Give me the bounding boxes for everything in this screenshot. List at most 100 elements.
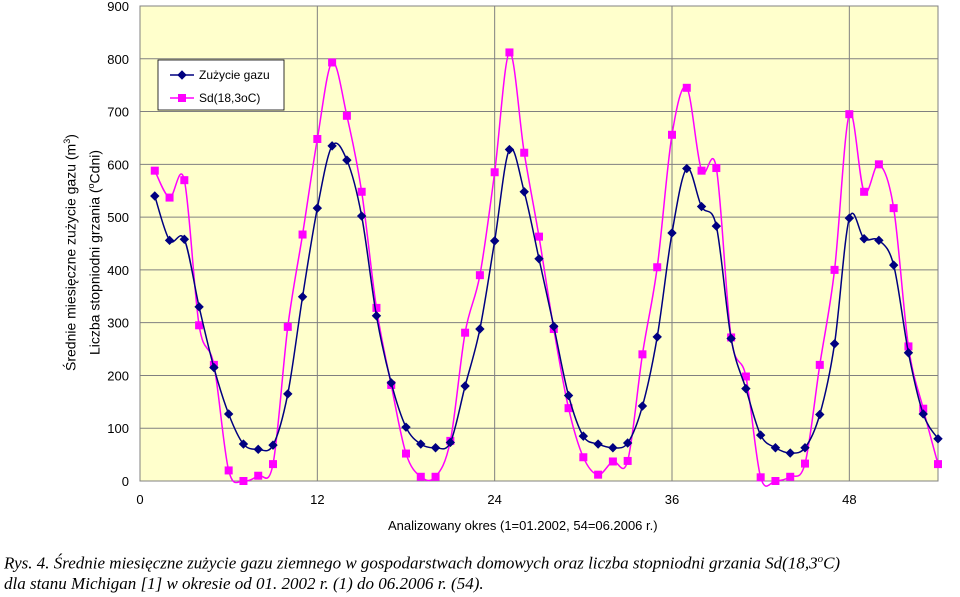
y-tick-label: 300	[107, 316, 129, 331]
data-point	[801, 459, 809, 468]
series-layer	[150, 48, 943, 487]
y-tick-label: 900	[107, 0, 129, 14]
data-point	[860, 187, 869, 196]
data-point	[490, 168, 499, 177]
y-tick-label: 500	[107, 210, 129, 225]
data-point	[623, 456, 632, 465]
data-point	[755, 430, 766, 440]
data-point	[371, 311, 382, 321]
data-point	[652, 332, 662, 342]
data-point	[815, 360, 824, 369]
x-tick-label: 0	[136, 492, 143, 507]
data-point	[682, 163, 692, 174]
x-tick-label: 48	[842, 492, 856, 507]
data-point	[283, 322, 292, 331]
data-point	[653, 263, 662, 272]
data-point	[223, 409, 234, 419]
data-point	[179, 234, 190, 244]
data-point	[150, 191, 160, 201]
data-point	[844, 213, 855, 223]
data-point	[726, 333, 736, 344]
x-tick-label: 36	[665, 492, 679, 507]
data-point	[224, 466, 233, 475]
data-point	[889, 204, 898, 213]
legend: Zużycie gazu Sd(18,3oC)	[157, 59, 285, 111]
x-tick-label: 12	[310, 492, 324, 507]
data-point	[505, 48, 514, 57]
data-point	[298, 230, 307, 239]
data-point	[504, 144, 515, 155]
data-point	[165, 193, 174, 202]
series-line	[154, 51, 939, 487]
data-point	[563, 390, 574, 401]
data-point	[269, 460, 277, 469]
data-point	[520, 148, 529, 157]
data-point	[239, 477, 248, 485]
data-point	[933, 434, 943, 444]
data-point	[637, 401, 648, 411]
data-point	[357, 187, 366, 196]
data-point	[829, 339, 840, 349]
y-tick-label: 800	[107, 52, 129, 67]
data-point	[594, 470, 603, 479]
data-point	[667, 228, 677, 238]
data-point	[164, 235, 175, 246]
data-point	[489, 236, 500, 246]
data-point	[461, 328, 470, 337]
data-point	[622, 438, 633, 448]
data-point	[402, 449, 410, 458]
y-tick-label: 700	[107, 105, 129, 120]
data-point	[549, 321, 559, 332]
data-point	[150, 166, 159, 175]
data-point	[430, 443, 441, 453]
data-point	[593, 439, 603, 449]
data-point	[342, 111, 351, 120]
legend-label: Sd(18,3oC)	[199, 91, 260, 105]
axes: 0 100 200 300 400 500 600 700 800 900 0 12 24 36 48	[107, 0, 939, 507]
legend-marker	[178, 94, 186, 102]
data-point	[195, 321, 204, 330]
data-point	[608, 443, 618, 453]
data-point	[830, 265, 839, 274]
data-point	[888, 260, 899, 270]
data-point	[578, 431, 589, 441]
data-point	[180, 176, 189, 185]
data-point	[741, 372, 750, 381]
data-point	[741, 383, 751, 394]
legend-marker	[177, 70, 187, 80]
data-point	[845, 110, 854, 119]
data-point	[918, 409, 928, 419]
data-point	[668, 130, 676, 139]
y-tick-label: 600	[107, 157, 129, 172]
data-point	[194, 302, 204, 312]
data-point	[770, 443, 781, 453]
data-point	[460, 381, 470, 391]
data-point	[475, 271, 484, 280]
data-point	[327, 141, 337, 151]
data-point	[874, 235, 884, 246]
data-point	[416, 472, 425, 481]
y-tick-label: 0	[122, 474, 129, 489]
figure-caption-line-1: Rys. 4. Średnie miesięczne zużycie gazu …	[4, 553, 841, 573]
data-point	[874, 160, 883, 169]
data-point	[268, 440, 278, 450]
data-point	[815, 409, 825, 420]
series-line	[154, 142, 939, 454]
data-point	[859, 234, 869, 244]
plot-border	[139, 5, 939, 482]
data-point	[608, 457, 617, 466]
data-point	[934, 460, 942, 469]
data-point	[283, 389, 293, 399]
data-point	[756, 473, 765, 482]
data-point	[786, 472, 795, 481]
data-point	[711, 221, 722, 231]
data-point	[579, 453, 588, 462]
x-axis-label: Analizowany okres (1=01.2002, 54=06.2006…	[388, 518, 658, 533]
data-point	[712, 164, 721, 173]
data-point	[342, 155, 352, 165]
y-tick-label: 200	[107, 368, 129, 383]
data-point	[313, 135, 322, 143]
data-point	[800, 443, 810, 453]
data-point	[638, 350, 647, 359]
data-point	[697, 166, 706, 175]
